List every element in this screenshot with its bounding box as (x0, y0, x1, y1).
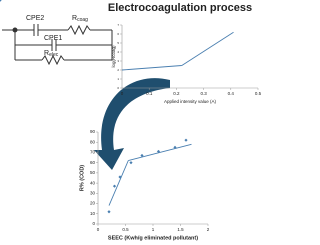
x-tick-label: 1 (152, 227, 155, 232)
cpe1-label: CPE1 (44, 35, 62, 42)
y-axis-label: log(Rcoag) (111, 45, 116, 68)
trend-line (181, 31, 234, 66)
title: Electrocoagulation process (108, 2, 252, 14)
graphical-abstract: Electrocoagulation process CPE2 Rcoag CP… (0, 0, 262, 241)
trend-line (121, 65, 182, 71)
point (173, 145, 177, 149)
circuit (2, 24, 113, 66)
y-tick-label: 0 (92, 221, 95, 226)
point (156, 149, 161, 154)
x-axis-label: Applied intensity value (A) (164, 99, 217, 104)
cpe2-label: CPE2 (26, 15, 44, 22)
x-tick-label: 0.5 (122, 227, 129, 232)
y-tick-label: 1 (117, 77, 119, 81)
y-axis-label: R% (COD) (79, 165, 85, 191)
y-tick-label: 6 (117, 32, 119, 36)
y-tick-label: 20 (90, 201, 96, 206)
y-tick-label: 10 (90, 211, 96, 216)
r-elec-label: Relec (44, 50, 59, 58)
y-tick-label: 7 (117, 23, 119, 27)
y-tick-label: 4 (117, 50, 119, 54)
x-tick-label: 0.2 (173, 91, 180, 96)
x-tick-label: 0 (97, 227, 100, 232)
y-tick-label: 2 (117, 68, 119, 72)
y-tick-label: 50 (90, 170, 96, 175)
y-tick-label: 90 (90, 129, 96, 134)
x-tick-label: 0.3 (200, 91, 207, 96)
point (140, 153, 144, 158)
curved-arrow (94, 78, 170, 170)
y-tick-label: 3 (117, 59, 119, 63)
trend-line (128, 143, 192, 162)
y-tick-label: 60 (90, 160, 96, 165)
x-tick-label: 0.1 (146, 91, 153, 96)
r-coag-label: Rcoag (72, 15, 88, 23)
trend-line (108, 160, 129, 206)
y-tick-label: 5 (117, 41, 119, 45)
point (107, 210, 111, 214)
point (118, 175, 122, 179)
x-tick-label: 2 (207, 227, 210, 232)
point (112, 184, 117, 188)
x-tick-label: 1.5 (177, 227, 184, 232)
x-tick-label: 0 (121, 91, 124, 96)
y-tick-label: 30 (90, 191, 96, 196)
y-tick-label: 80 (90, 139, 96, 144)
x-tick-label: 0.4 (228, 91, 235, 96)
x-axis-label: SEEC (Kwh/g eliminated pollutant) (108, 235, 198, 241)
y-tick-label: 70 (90, 150, 96, 155)
y-tick-label: 0 (117, 86, 119, 90)
point (129, 161, 133, 165)
y-tick-label: 40 (90, 180, 96, 185)
point (0, 0, 2, 2)
point (184, 138, 188, 142)
x-tick-label: 0.5 (255, 91, 262, 96)
